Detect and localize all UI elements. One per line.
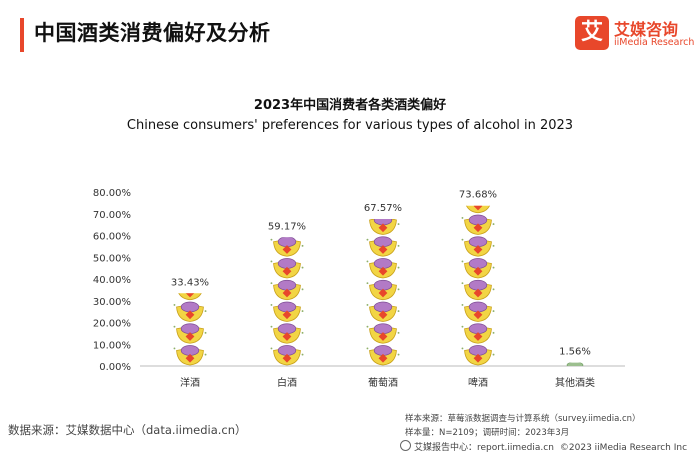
logo-mark: 艾 — [575, 16, 609, 50]
x-tick-label: 白酒 — [277, 376, 297, 389]
y-tick-label: 10.00% — [93, 340, 131, 351]
x-tick-label: 洋酒 — [180, 376, 200, 389]
chart-subtitle: Chinese consumers' preferences for vario… — [126, 118, 574, 133]
report-center-link[interactable]: 艾媒报告中心：report.iimedia.cn — [414, 443, 554, 453]
sample-source: 样本来源：草莓派数据调查与计算系统（survey.iimedia.cn） — [405, 414, 641, 424]
y-tick-label: 0.00% — [99, 362, 131, 373]
bar-其他酒类 — [566, 362, 584, 366]
iimedia-logo: 艾 艾媒咨询 iiMedia Research — [575, 16, 694, 56]
x-tick-label: 啤酒 — [468, 377, 488, 389]
y-tick-label: 40.00% — [93, 275, 131, 286]
chart-title: 2023年中国消费者各类酒类偏好 — [253, 98, 447, 113]
y-tick-label: 70.00% — [93, 210, 131, 221]
copyright: ©2023 iiMedia Research Inc — [559, 443, 688, 453]
data-label: 67.57% — [364, 203, 402, 214]
data-label: 73.68% — [459, 190, 497, 201]
logo-en-text: iiMedia Research — [614, 37, 695, 48]
y-tick-label: 30.00% — [93, 297, 131, 308]
data-label: 33.43% — [171, 277, 209, 288]
data-label: 1.56% — [559, 347, 591, 358]
report-center-icon — [400, 440, 411, 451]
data-label: 59.17% — [268, 221, 306, 232]
page-title: 中国酒类消费偏好及分析 — [34, 21, 271, 45]
y-tick-label: 60.00% — [93, 232, 131, 243]
bar-葡萄酒 — [366, 219, 400, 366]
footer-credits: 艾媒报告中心：report.iimedia.cn ©2023 iiMedia Re… — [400, 440, 687, 453]
bar-白酒 — [270, 237, 304, 366]
bar-啤酒 — [461, 205, 495, 366]
data-source: 数据来源：艾媒数据中心（data.iimedia.cn） — [8, 423, 247, 437]
y-tick-label: 50.00% — [93, 253, 131, 264]
sample-size: 样本量：N=2109；调研时间：2023年3月 — [405, 428, 570, 438]
bar-洋酒 — [173, 293, 207, 366]
title-accent-bar — [20, 18, 24, 52]
y-tick-label: 80.00% — [93, 188, 131, 199]
y-tick-label: 20.00% — [93, 319, 131, 330]
x-tick-label: 葡萄酒 — [368, 376, 398, 389]
logo-cn-text: 艾媒咨询 — [614, 20, 679, 39]
x-tick-label: 其他酒类 — [555, 376, 595, 389]
